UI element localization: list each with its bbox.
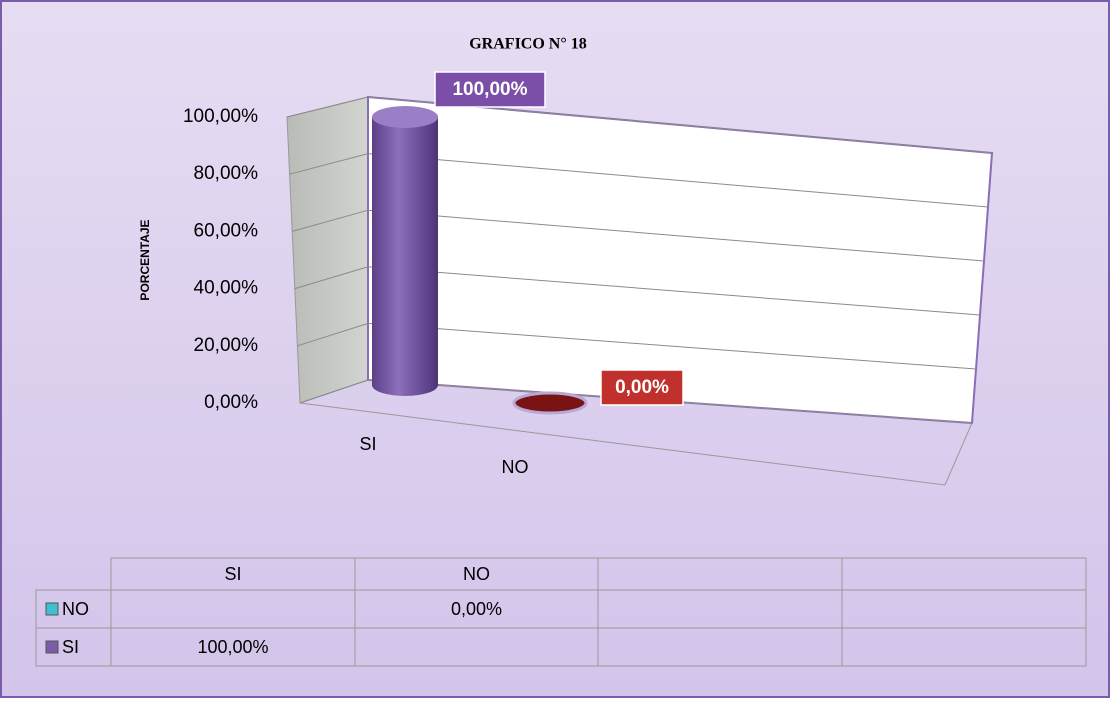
legend-swatch bbox=[45, 602, 59, 616]
grid-line bbox=[292, 209, 985, 262]
x-tick-label: NO bbox=[502, 457, 529, 477]
grid-line bbox=[297, 322, 977, 370]
y-tick-label: 0,00% bbox=[204, 392, 258, 413]
grid-line bbox=[294, 266, 981, 316]
legend-label: SI bbox=[62, 637, 79, 657]
bar: 100,00% bbox=[372, 71, 546, 396]
table-value: 0,00% bbox=[451, 599, 502, 619]
x-tick-label: SI bbox=[359, 434, 376, 454]
data-label: 100,00% bbox=[452, 79, 527, 100]
grid-line bbox=[299, 379, 973, 424]
data-label: 0,00% bbox=[615, 377, 669, 398]
table-border bbox=[35, 557, 1087, 667]
y-tick-label: 40,00% bbox=[194, 278, 259, 299]
y-tick-label: 20,00% bbox=[194, 335, 259, 356]
grid-line bbox=[289, 153, 989, 208]
data-label-box bbox=[434, 71, 546, 108]
grid-line bbox=[286, 96, 993, 154]
bar-top bbox=[372, 106, 438, 128]
legend-label: NO bbox=[62, 599, 89, 619]
y-tick-label: 60,00% bbox=[194, 220, 259, 241]
bar-disc bbox=[512, 391, 588, 415]
data-table: SI NO NO 0,00% SI 100,00% bbox=[35, 557, 1087, 667]
table-header: NO bbox=[463, 564, 490, 584]
bar-body bbox=[372, 117, 438, 396]
chart-title: GRAFICO N° 18 bbox=[469, 36, 587, 53]
legend-swatch bbox=[45, 640, 59, 654]
side-wall bbox=[286, 96, 369, 404]
table-header: SI bbox=[224, 564, 241, 584]
table-value: 100,00% bbox=[197, 637, 268, 657]
y-tick-label: 100,00% bbox=[183, 106, 258, 127]
y-tick-label: 80,00% bbox=[194, 163, 259, 184]
y-axis-label: PORCENTAJE bbox=[138, 219, 152, 300]
bar: 0,00% bbox=[512, 369, 684, 415]
data-label-box bbox=[600, 369, 684, 406]
